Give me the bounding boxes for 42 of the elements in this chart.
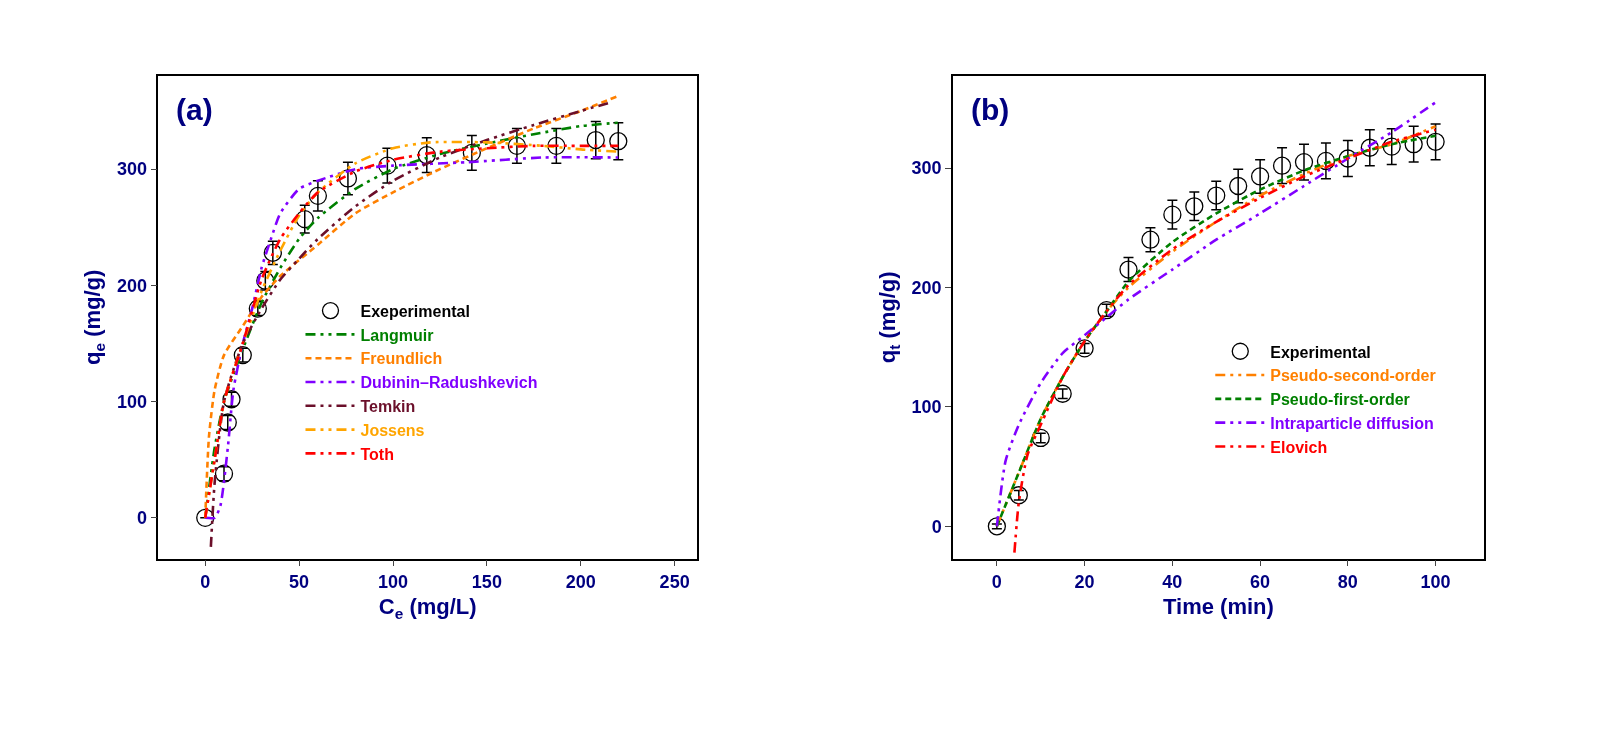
x-tick-label: 80 xyxy=(1337,571,1358,592)
point xyxy=(1053,384,1072,403)
x-tick-label: 100 xyxy=(1420,571,1451,592)
x-tick-label: 40 xyxy=(1162,571,1183,592)
point xyxy=(1141,230,1160,249)
legend-label: Pseudo-first-order xyxy=(1270,391,1410,409)
text: (a) xyxy=(176,93,213,126)
point xyxy=(1009,486,1028,505)
x-tick-label: 0 xyxy=(200,571,211,592)
legend-label: Intraparticle diffusion xyxy=(1270,414,1434,432)
x-axis-title: C$_{e}$ (mg/L) xyxy=(378,594,477,622)
y-tick-label: 100 xyxy=(116,391,147,412)
x-tick-label: 50 xyxy=(289,571,310,592)
point xyxy=(1163,205,1182,224)
y-tick-label: 0 xyxy=(136,508,147,529)
legend-label: Langmuir xyxy=(360,326,434,344)
point xyxy=(1185,197,1204,216)
y-tick-label: 200 xyxy=(116,275,147,296)
legend-label: Jossens xyxy=(360,421,425,439)
legend-label: Toth xyxy=(360,445,394,463)
y-tick-label: 300 xyxy=(116,159,147,180)
x-tick-label: 100 xyxy=(377,571,409,592)
text: (b) xyxy=(971,93,1010,126)
legend-label: Freundlich xyxy=(360,350,443,368)
x-tick-label: 0 xyxy=(991,571,1002,592)
y-tick-label: 100 xyxy=(911,397,942,418)
legend-label: Exeperimental xyxy=(360,302,470,320)
x-tick-label: 250 xyxy=(659,571,690,592)
legend-label: Experimental xyxy=(1270,343,1371,361)
x-axis-title: Time (min) xyxy=(1163,594,1274,620)
legend-label: Dubinin–Radushkevich xyxy=(360,374,538,392)
y-tick-label: 300 xyxy=(911,158,942,179)
legend-label: Pseudo-second-order xyxy=(1270,367,1436,385)
x-tick-label: 60 xyxy=(1250,571,1271,592)
x-tick-label: 200 xyxy=(565,571,596,592)
legend-label: Elovich xyxy=(1270,438,1328,456)
point xyxy=(214,464,234,483)
x-tick-label: 150 xyxy=(471,571,502,592)
y-tick-label: 200 xyxy=(911,277,942,298)
y-tick-label: 0 xyxy=(931,516,942,537)
legend-label: Temkin xyxy=(360,398,416,416)
x-tick-label: 20 xyxy=(1074,571,1095,592)
